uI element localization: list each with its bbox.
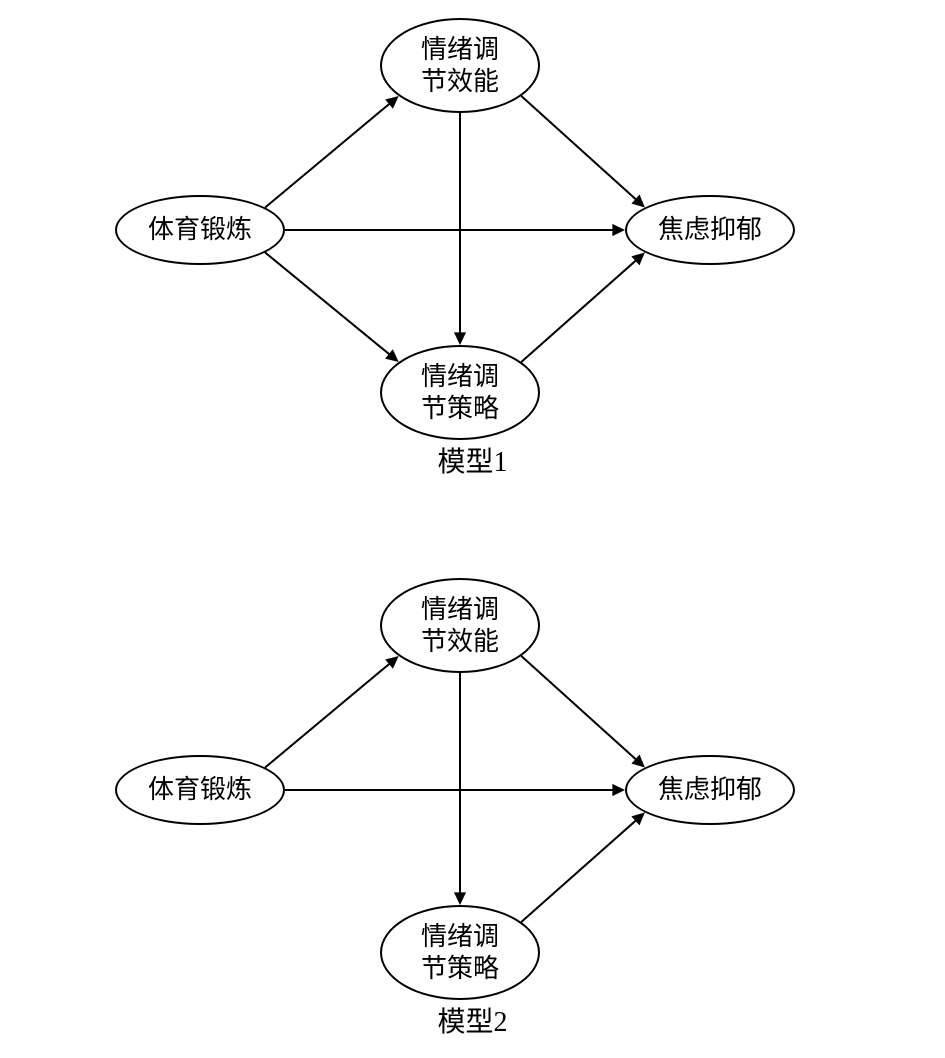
node-label: 焦虑抑郁 [658,214,762,245]
node-right-model1: 焦虑抑郁 [625,195,795,265]
node-left-model2: 体育锻炼 [115,755,285,825]
node-label: 情绪调节策略 [421,921,499,983]
node-top-model1: 情绪调节效能 [380,18,540,113]
node-label: 焦虑抑郁 [658,774,762,805]
diagram-model2: 体育锻炼 情绪调节效能 情绪调节策略 焦虑抑郁 模型2 [0,560,945,1050]
node-bottom-model1: 情绪调节策略 [380,345,540,440]
node-top-model2: 情绪调节效能 [380,578,540,673]
diagram-model1: 体育锻炼 情绪调节效能 情绪调节策略 焦虑抑郁 模型1 [0,0,945,490]
node-left-model1: 体育锻炼 [115,195,285,265]
node-right-model2: 焦虑抑郁 [625,755,795,825]
node-label: 情绪调节效能 [421,594,499,656]
node-label: 情绪调节策略 [421,361,499,423]
node-label: 情绪调节效能 [421,34,499,96]
node-bottom-model2: 情绪调节策略 [380,905,540,1000]
node-label: 体育锻炼 [148,774,252,805]
node-label: 体育锻炼 [148,214,252,245]
